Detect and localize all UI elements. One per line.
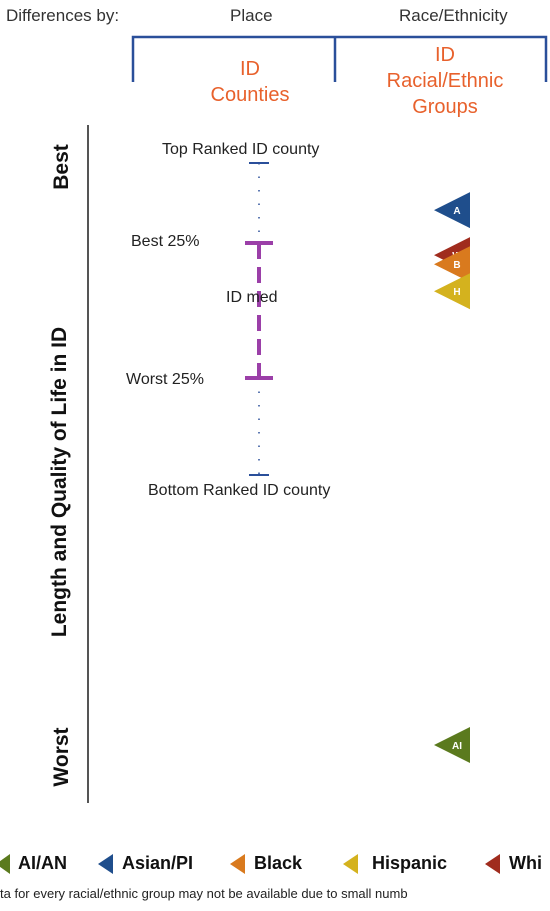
- race-group-line3: Groups: [412, 96, 478, 118]
- legend-label-black: Black: [254, 853, 303, 873]
- group-marker-ai: AI: [434, 726, 470, 763]
- axis-line: [87, 125, 89, 803]
- top-ranked-label: Top Ranked ID county: [162, 141, 320, 158]
- group-triangle: [434, 246, 470, 283]
- group-marker-label: H: [453, 287, 460, 298]
- aian-triangle-icon: [0, 854, 10, 874]
- median-label: ID med: [226, 289, 278, 306]
- bottom-ranked-label: Bottom Ranked ID county: [148, 482, 331, 499]
- group-marker-a: A: [434, 192, 470, 229]
- legend-label-white: Whi: [509, 853, 542, 873]
- group-triangle: [434, 273, 470, 310]
- white-triangle-icon: [485, 854, 500, 874]
- place-group-line1: ID: [240, 58, 260, 80]
- legend: AI/AN Asian/PI Black Hispanic Whi: [0, 852, 550, 878]
- race-ethnicity-header: Race/Ethnicity: [399, 6, 508, 25]
- group-marker-b: B: [434, 246, 470, 283]
- best-25-label: Best 25%: [131, 233, 200, 250]
- legend-label-asian: Asian/PI: [122, 853, 194, 873]
- race-group-line2: Racial/Ethnic: [386, 70, 504, 92]
- black-triangle-icon: [230, 854, 245, 874]
- hispanic-triangle-icon: [343, 854, 358, 874]
- race-group-line1: ID: [435, 44, 455, 66]
- group-marker-h: H: [434, 273, 470, 310]
- group-triangle: [434, 192, 470, 229]
- differences-by-label: Differences by:: [6, 6, 120, 25]
- place-group-line2: Counties: [210, 84, 290, 106]
- race-group-title: ID Racial/Ethnic Groups: [360, 42, 530, 120]
- group-marker-label: B: [453, 260, 460, 271]
- group-marker-label: AI: [452, 741, 462, 752]
- legend-label-aian: AI/AN: [18, 853, 67, 873]
- place-header: Place: [230, 6, 273, 25]
- footnote: ta for every racial/ethnic group may not…: [0, 886, 408, 901]
- legend-label-hispanic: Hispanic: [372, 853, 448, 873]
- group-marker-label: A: [453, 206, 460, 217]
- county-distribution-plot: [245, 162, 273, 476]
- group-triangle: [434, 726, 470, 763]
- asian-triangle-icon: [98, 854, 113, 874]
- header-bracket: [131, 35, 548, 82]
- worst-25-label: Worst 25%: [126, 371, 204, 388]
- place-group-title: ID Counties: [180, 56, 320, 108]
